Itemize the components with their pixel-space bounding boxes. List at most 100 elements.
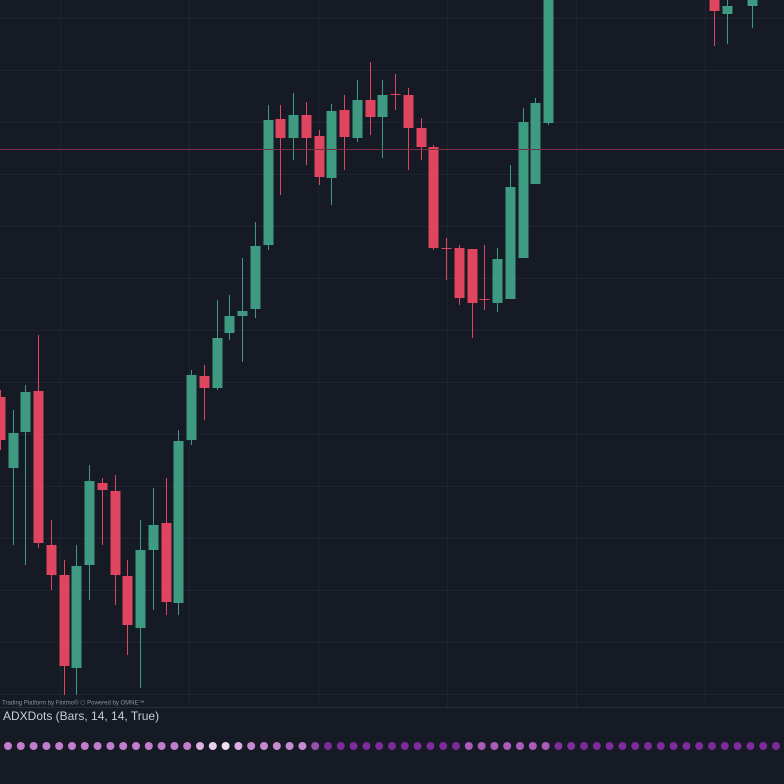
- candle-body: [122, 576, 133, 625]
- adx-dot: [362, 742, 371, 750]
- adx-dot: [413, 742, 422, 750]
- candle-body: [352, 100, 363, 138]
- candle-body: [224, 316, 235, 333]
- adx-dot: [42, 742, 51, 750]
- adx-dot: [772, 742, 780, 750]
- candle-body: [71, 566, 82, 668]
- adx-dot: [708, 742, 716, 750]
- watermark: Trading Platform by Fintmo® ⬡ Powered by…: [2, 700, 144, 707]
- adx-dot: [503, 742, 512, 750]
- candle-body: [314, 136, 325, 177]
- candle-body: [237, 311, 248, 316]
- adx-dot: [669, 742, 678, 750]
- adx-dot: [285, 742, 294, 750]
- candle-body: [263, 120, 274, 245]
- adx-dot: [733, 742, 742, 750]
- candle-body: [377, 95, 388, 117]
- adx-dot: [490, 742, 499, 750]
- candle-body: [365, 100, 376, 117]
- adx-dot: [388, 742, 396, 750]
- adx-dot: [695, 742, 704, 750]
- adx-dot: [682, 742, 691, 750]
- candle-body: [212, 338, 223, 388]
- candle-body: [46, 545, 57, 575]
- candle-body: [135, 550, 146, 628]
- adx-dot: [68, 742, 76, 750]
- adx-dot: [119, 742, 128, 750]
- adx-dot: [324, 742, 332, 750]
- adx-dot: [208, 742, 217, 750]
- candle-body: [199, 376, 210, 388]
- candle-body: [722, 6, 733, 14]
- adx-dot: [144, 742, 153, 750]
- adx-dot: [55, 742, 64, 750]
- candle-body: [0, 397, 6, 440]
- candle-body: [148, 525, 159, 550]
- adx-dot: [644, 742, 652, 750]
- adx-dot: [720, 742, 729, 750]
- adx-dot: [375, 742, 384, 750]
- adx-dot: [29, 742, 38, 750]
- adx-dot: [759, 742, 768, 750]
- adx-dot: [93, 742, 102, 750]
- adx-dot: [132, 742, 140, 750]
- candle-body: [250, 246, 261, 309]
- candle-body: [161, 523, 172, 602]
- adx-dot: [618, 742, 627, 750]
- candle-body: [301, 115, 312, 138]
- adx-dot: [106, 742, 115, 750]
- adx-dot: [221, 742, 230, 750]
- candle-body: [709, 0, 720, 11]
- candle-body: [20, 392, 31, 432]
- adx-dot: [298, 742, 307, 750]
- candle-body: [454, 248, 465, 298]
- adx-dot: [605, 742, 614, 750]
- adx-dot: [477, 742, 486, 750]
- adx-dot: [80, 742, 89, 750]
- adx-dot: [16, 742, 25, 750]
- adx-dot: [516, 742, 524, 750]
- candle-body: [467, 249, 478, 303]
- candle-body: [747, 0, 758, 6]
- adx-dot: [439, 742, 448, 750]
- candle-body: [326, 111, 337, 178]
- adx-dot: [554, 742, 563, 750]
- adx-dot: [170, 742, 179, 750]
- adx-dot: [567, 742, 576, 750]
- adx-dot: [452, 742, 460, 750]
- candle-body: [110, 491, 121, 575]
- adx-dot: [336, 742, 345, 750]
- candle-body: [84, 481, 95, 565]
- adx-dot: [541, 742, 550, 750]
- adx-dot: [746, 742, 755, 750]
- candle-body: [441, 248, 452, 249]
- candle-body: [492, 259, 503, 303]
- candle-body: [339, 110, 350, 137]
- adx-dot: [426, 742, 435, 750]
- adx-dot: [400, 742, 409, 750]
- candle-body: [186, 375, 197, 440]
- adx-dot: [4, 742, 12, 750]
- candle-body: [288, 115, 299, 138]
- candle-body: [173, 441, 184, 603]
- candle-body: [530, 103, 541, 184]
- candle-body: [59, 575, 70, 666]
- adx-dot: [592, 742, 601, 750]
- candle-body: [403, 95, 414, 128]
- adx-dot: [656, 742, 665, 750]
- candle-body: [543, 0, 554, 123]
- adx-dot: [260, 742, 268, 750]
- candle-body: [479, 299, 490, 300]
- candle-body: [97, 483, 108, 490]
- adx-dot: [183, 742, 192, 750]
- adx-dot: [631, 742, 640, 750]
- adx-dot: [349, 742, 358, 750]
- indicator-title: ADXDots (Bars, 14, 14, True): [3, 709, 159, 723]
- adx-dot: [464, 742, 473, 750]
- candle-body: [390, 94, 401, 95]
- adx-dot: [196, 742, 204, 750]
- adx-dot: [580, 742, 588, 750]
